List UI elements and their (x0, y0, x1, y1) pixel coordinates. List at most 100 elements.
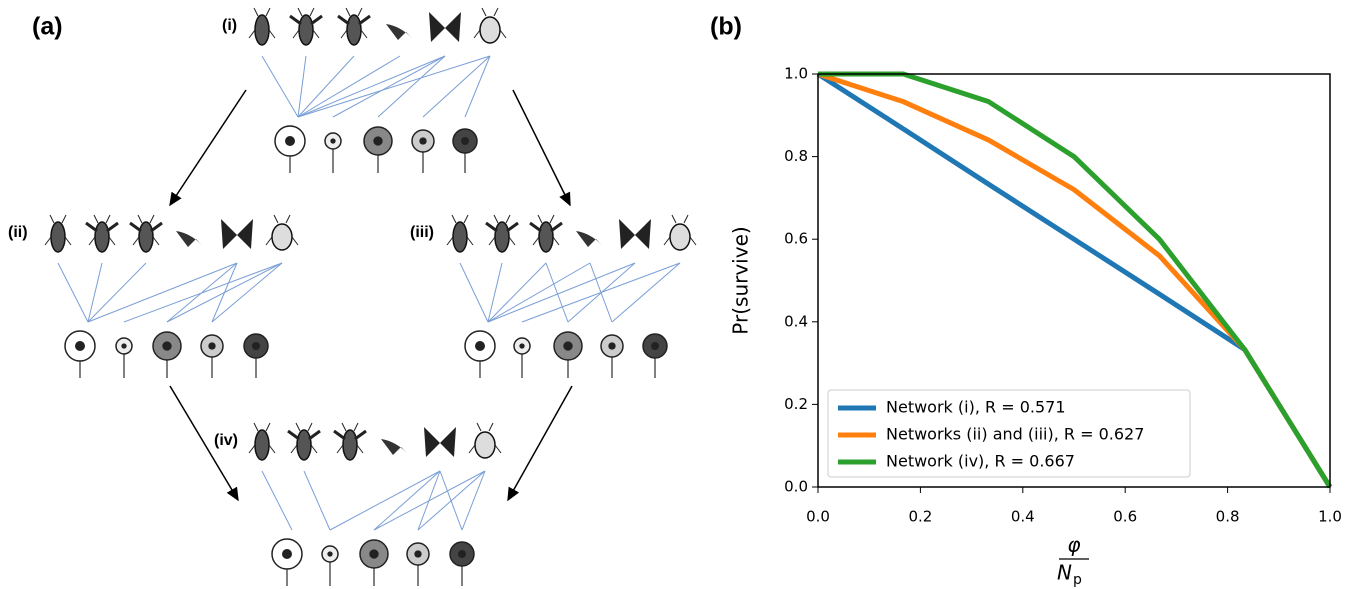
arrow (508, 386, 572, 500)
network-edge (612, 263, 680, 322)
insect-icon (670, 224, 690, 250)
network-edge (167, 263, 282, 322)
y-tick-label: 0.0 (784, 478, 808, 496)
insect-icon (453, 222, 467, 252)
network-edge (88, 263, 102, 322)
network-edge (298, 56, 306, 117)
chart: 0.0 0.2 0.4 0.6 0.8 1.0 0.0 0.2 0.4 0.6 0.8 1.0 Pr(s… (729, 65, 1342, 589)
panel-label: (b) (710, 13, 742, 41)
network-label: (i) (222, 17, 237, 34)
insect-icon (495, 222, 509, 252)
network-label: (iv) (214, 432, 238, 449)
x-tick-label: 0.0 (806, 508, 830, 526)
legend-label: Network (i), R = 0.571 (886, 398, 1066, 417)
y-axis-label: Pr(survive) (729, 226, 753, 334)
flower-icon (475, 341, 485, 351)
x-tick-label: 0.8 (1216, 508, 1240, 526)
flower-icon (458, 550, 466, 558)
flower-icon (327, 551, 332, 556)
insect-icon (619, 219, 651, 249)
network-edge (330, 471, 440, 530)
insect-icon (221, 219, 253, 249)
flower-icon (369, 549, 378, 558)
insect-icon (347, 15, 361, 45)
flower-icon (563, 341, 572, 350)
network-edge (488, 263, 546, 322)
insect-icon (299, 15, 313, 45)
insect-icon (429, 12, 461, 42)
flower-icon (285, 136, 295, 146)
network-edge (423, 56, 490, 117)
network-edge (488, 263, 635, 322)
insect-icon (139, 222, 153, 252)
x-tick-label: 0.2 (908, 508, 932, 526)
insect-icon (51, 222, 65, 252)
flower-icon (651, 342, 659, 350)
network-edge (298, 56, 445, 117)
x-tick-label: 1.0 (1318, 508, 1342, 526)
y-tick-label: 0.6 (784, 230, 808, 248)
insect-icon (95, 222, 109, 252)
y-tick-label: 0.2 (784, 395, 808, 413)
figure: (a) (b) (i) (ii) (iii) (iv) 0.0 0.2 0.4 0.6 0.8… (0, 0, 1358, 589)
insect-icon (255, 430, 269, 460)
insect-icon (297, 430, 311, 460)
network-edge (465, 56, 490, 117)
network-label: (iii) (410, 224, 434, 241)
insect-icon (480, 17, 500, 43)
network-edge (262, 56, 298, 117)
x-axis-label-denominator: N (1057, 561, 1072, 585)
flower-icon (330, 138, 335, 143)
network-label: (ii) (8, 224, 28, 241)
network-edge (298, 56, 490, 117)
y-tick-label: 1.0 (784, 65, 808, 83)
flower-icon (519, 343, 524, 348)
arrow (170, 90, 246, 205)
x-tick-label: 0.4 (1011, 508, 1035, 526)
flower-icon (608, 342, 615, 349)
flower-icon (373, 136, 382, 145)
legend-label: Networks (ii) and (iii), R = 0.627 (886, 425, 1144, 444)
flower-icon (252, 342, 260, 350)
network-edge (488, 263, 590, 322)
flower-icon (75, 341, 85, 351)
network-edge (262, 471, 292, 530)
insect-icon (381, 439, 407, 455)
network-edge (418, 471, 485, 530)
network-edge (522, 263, 680, 322)
flower-icon (419, 137, 426, 144)
arrow (513, 90, 570, 205)
insect-icon (255, 15, 269, 45)
network-edge (88, 263, 146, 322)
y-tick-label: 0.8 (784, 147, 808, 165)
insect-icon (343, 430, 357, 460)
insect-icon (475, 432, 495, 458)
flower-icon (461, 137, 469, 145)
x-tick-label: 0.6 (1113, 508, 1137, 526)
network-edge (304, 471, 330, 530)
legend-label: Network (iv), R = 0.667 (886, 452, 1075, 471)
x-axis-label-subscript: p (1073, 572, 1082, 588)
insect-icon (576, 231, 602, 247)
flower-icon (162, 341, 171, 350)
network-edge (460, 263, 488, 322)
network-edge (212, 263, 282, 322)
network-edge (58, 263, 88, 322)
network-diagram: (i) (ii) (iii) (iv) (8, 8, 696, 586)
network-edge (546, 263, 568, 322)
flower-icon (208, 342, 215, 349)
insect-icon (386, 24, 412, 40)
y-tick-label: 0.4 (784, 312, 808, 330)
panel-label: (a) (32, 13, 63, 41)
insect-icon (424, 427, 456, 457)
flower-icon (121, 343, 126, 348)
network-edge (488, 263, 502, 322)
network-edge (124, 263, 282, 322)
insect-icon (176, 231, 202, 247)
flower-icon (414, 550, 421, 557)
network-edge (88, 263, 237, 322)
network-edge (462, 471, 485, 530)
insect-icon (272, 224, 292, 250)
x-axis-label-numerator: φ (1067, 533, 1080, 557)
flower-icon (282, 549, 292, 559)
